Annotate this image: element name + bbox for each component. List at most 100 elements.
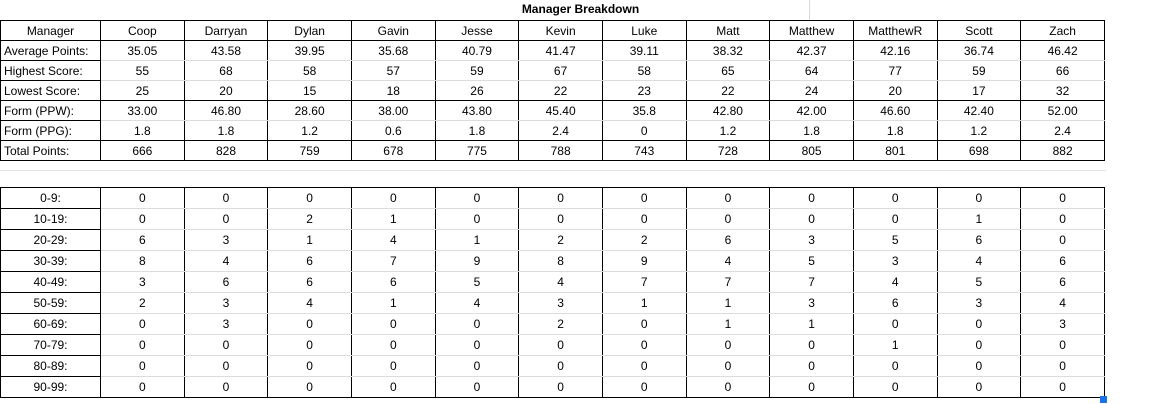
value-cell[interactable]: 1 (267, 229, 352, 251)
value-cell[interactable]: 42.40 (937, 100, 1022, 121)
manager-header-cell[interactable]: Matt (686, 20, 771, 41)
value-cell[interactable]: 3 (937, 292, 1022, 314)
manager-header-cell[interactable]: Jesse (435, 20, 520, 41)
value-cell[interactable]: 775 (435, 140, 520, 161)
value-cell[interactable]: 0 (1020, 187, 1105, 209)
value-cell[interactable]: 2 (267, 208, 352, 230)
value-cell[interactable]: 3 (853, 250, 938, 272)
row-label-cell[interactable]: Highest Score: (0, 60, 101, 81)
value-cell[interactable]: 7 (602, 271, 687, 293)
value-cell[interactable]: 0 (937, 376, 1022, 398)
value-cell[interactable]: 0 (267, 355, 352, 377)
row-label-cell[interactable]: Average Points: (0, 40, 101, 61)
value-cell[interactable]: 46.60 (853, 100, 938, 121)
manager-header-cell[interactable]: Kevin (518, 20, 603, 41)
value-cell[interactable]: 0 (267, 334, 352, 356)
value-cell[interactable]: 0 (518, 376, 603, 398)
value-cell[interactable]: 743 (602, 140, 687, 161)
row-label-cell[interactable]: Total Points: (0, 140, 101, 161)
value-cell[interactable]: 42.80 (686, 100, 771, 121)
value-cell[interactable]: 46.42 (1020, 40, 1105, 61)
value-cell[interactable]: 77 (853, 60, 938, 81)
value-cell[interactable]: 1.2 (267, 120, 352, 141)
value-cell[interactable]: 25 (100, 80, 185, 101)
value-cell[interactable]: 0 (351, 313, 436, 335)
value-cell[interactable]: 698 (937, 140, 1022, 161)
value-cell[interactable]: 0 (937, 334, 1022, 356)
row-label-cell[interactable]: 50-59: (0, 292, 101, 314)
value-cell[interactable]: 2 (100, 292, 185, 314)
row-label-cell[interactable]: Form (PPW): (0, 100, 101, 121)
value-cell[interactable]: 1 (853, 334, 938, 356)
value-cell[interactable]: 42.00 (769, 100, 854, 121)
value-cell[interactable]: 1 (937, 208, 1022, 230)
value-cell[interactable]: 0 (602, 376, 687, 398)
value-cell[interactable]: 0 (518, 208, 603, 230)
value-cell[interactable]: 65 (686, 60, 771, 81)
manager-header-cell[interactable]: Luke (602, 20, 687, 41)
manager-header-cell[interactable]: Scott (937, 20, 1022, 41)
value-cell[interactable]: 0 (184, 208, 269, 230)
value-cell[interactable]: 0 (351, 334, 436, 356)
value-cell[interactable]: 0 (602, 120, 687, 141)
value-cell[interactable]: 0 (602, 313, 687, 335)
value-cell[interactable]: 38.32 (686, 40, 771, 61)
row-label-cell[interactable]: 30-39: (0, 250, 101, 272)
value-cell[interactable]: 0 (184, 187, 269, 209)
value-cell[interactable]: 0 (853, 376, 938, 398)
value-cell[interactable]: 52.00 (1020, 100, 1105, 121)
value-cell[interactable]: 0 (686, 376, 771, 398)
value-cell[interactable]: 23 (602, 80, 687, 101)
value-cell[interactable]: 5 (937, 271, 1022, 293)
value-cell[interactable]: 7 (351, 250, 436, 272)
value-cell[interactable]: 0 (351, 376, 436, 398)
value-cell[interactable]: 1.8 (435, 120, 520, 141)
value-cell[interactable]: 3 (769, 229, 854, 251)
value-cell[interactable]: 3 (100, 271, 185, 293)
value-cell[interactable]: 0 (853, 208, 938, 230)
value-cell[interactable]: 20 (853, 80, 938, 101)
value-cell[interactable]: 4 (518, 271, 603, 293)
row-label-cell[interactable]: Form (PPG): (0, 120, 101, 141)
value-cell[interactable]: 0 (769, 208, 854, 230)
row-label-cell[interactable]: 90-99: (0, 376, 101, 398)
value-cell[interactable]: 4 (853, 271, 938, 293)
row-label-cell[interactable]: 80-89: (0, 355, 101, 377)
row-label-cell[interactable]: 10-19: (0, 208, 101, 230)
value-cell[interactable]: 0 (602, 334, 687, 356)
value-cell[interactable]: 0 (100, 313, 185, 335)
value-cell[interactable]: 4 (937, 250, 1022, 272)
value-cell[interactable]: 0 (686, 334, 771, 356)
value-cell[interactable]: 0 (351, 355, 436, 377)
value-cell[interactable]: 5 (435, 271, 520, 293)
value-cell[interactable]: 35.05 (100, 40, 185, 61)
value-cell[interactable]: 0 (602, 355, 687, 377)
value-cell[interactable]: 828 (184, 140, 269, 161)
value-cell[interactable]: 1 (351, 208, 436, 230)
row-label-cell[interactable]: 70-79: (0, 334, 101, 356)
value-cell[interactable]: 0 (100, 334, 185, 356)
value-cell[interactable]: 0 (769, 334, 854, 356)
value-cell[interactable]: 8 (100, 250, 185, 272)
value-cell[interactable]: 15 (267, 80, 352, 101)
value-cell[interactable]: 64 (769, 60, 854, 81)
value-cell[interactable]: 6 (937, 229, 1022, 251)
value-cell[interactable]: 728 (686, 140, 771, 161)
value-cell[interactable]: 57 (351, 60, 436, 81)
value-cell[interactable]: 2 (602, 229, 687, 251)
value-cell[interactable]: 1.8 (769, 120, 854, 141)
value-cell[interactable]: 58 (267, 60, 352, 81)
value-cell[interactable]: 1.8 (853, 120, 938, 141)
value-cell[interactable]: 33.00 (100, 100, 185, 121)
value-cell[interactable]: 0 (435, 334, 520, 356)
value-cell[interactable]: 0 (769, 187, 854, 209)
value-cell[interactable]: 0 (937, 187, 1022, 209)
value-cell[interactable]: 0 (1020, 208, 1105, 230)
value-cell[interactable]: 6 (100, 229, 185, 251)
value-cell[interactable]: 4 (267, 292, 352, 314)
value-cell[interactable]: 666 (100, 140, 185, 161)
value-cell[interactable]: 0 (602, 208, 687, 230)
value-cell[interactable]: 0 (686, 355, 771, 377)
value-cell[interactable]: 0 (351, 187, 436, 209)
row-label-cell[interactable]: Lowest Score: (0, 80, 101, 101)
